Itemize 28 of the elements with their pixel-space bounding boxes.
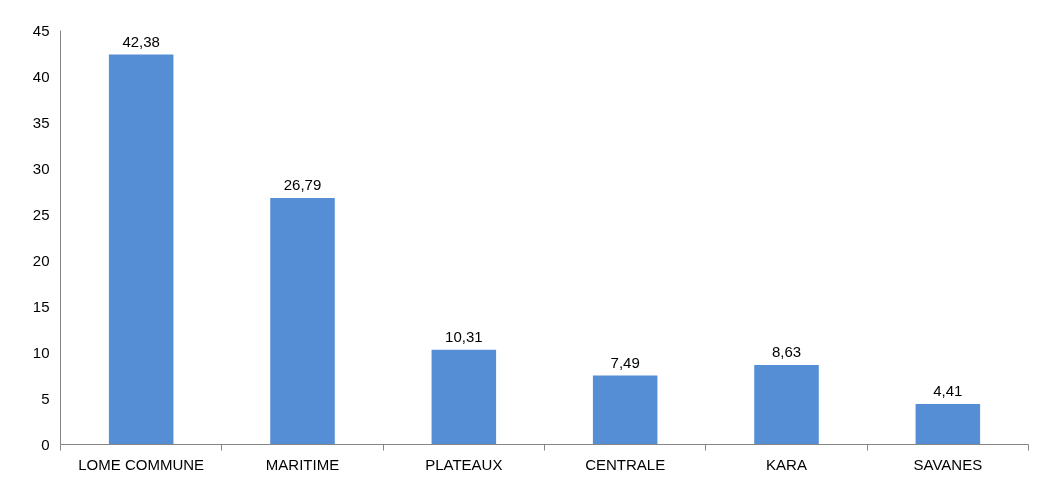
y-tick-label: 40 xyxy=(32,67,50,85)
bar xyxy=(592,375,658,445)
x-tick-label: PLATEAUX xyxy=(425,455,503,473)
data-label: 10,31 xyxy=(445,327,483,345)
data-label: 42,38 xyxy=(122,32,160,50)
data-label: 7,49 xyxy=(610,353,640,371)
y-tick-label: 30 xyxy=(32,159,50,177)
data-label: 26,79 xyxy=(283,176,322,194)
y-tick-label: 25 xyxy=(32,205,50,223)
bar xyxy=(270,198,335,445)
y-tick-label: 20 xyxy=(32,251,50,269)
bar xyxy=(915,403,981,445)
x-tick-label: KARA xyxy=(766,455,807,473)
y-tick-label: 0 xyxy=(41,435,50,453)
y-tick-label: 10 xyxy=(32,343,50,361)
bar xyxy=(108,54,174,445)
y-tick-label: 5 xyxy=(41,389,50,407)
data-label: 8,63 xyxy=(771,343,802,361)
x-tick-label: CENTRALE xyxy=(585,455,666,473)
x-tick-label: LOME COMMUNE xyxy=(78,455,205,473)
bar xyxy=(431,349,497,445)
x-tick-label: MARITIME xyxy=(265,455,340,473)
y-tick-label: 15 xyxy=(32,297,50,315)
y-tick-label: 45 xyxy=(32,21,50,39)
data-label: 4,41 xyxy=(933,381,963,399)
bar xyxy=(754,365,819,445)
y-tick-label: 35 xyxy=(32,113,50,131)
x-tick-label: SAVANES xyxy=(913,455,983,473)
